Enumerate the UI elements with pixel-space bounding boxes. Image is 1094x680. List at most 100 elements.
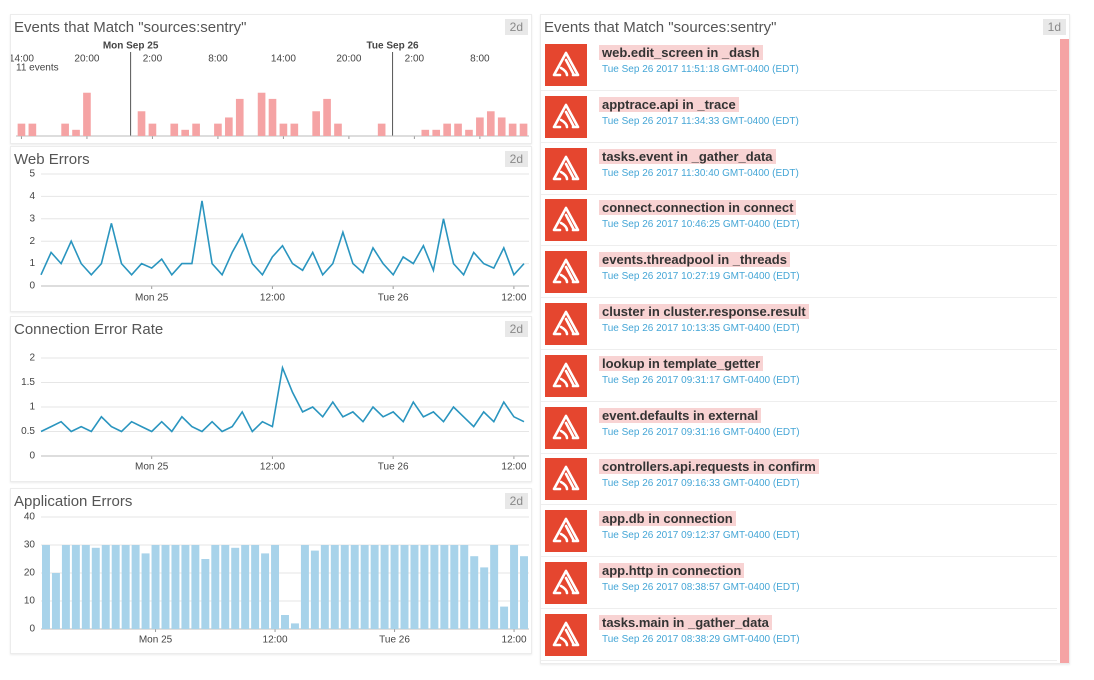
x-tick-label: 12:00 — [501, 462, 526, 473]
chart: 0 10 20 30 40 Mon 25 12:00 Tue 26 12:00 — [24, 512, 529, 646]
y-tick-label: 0 — [29, 624, 35, 635]
x-tick-label: 2:00 — [405, 54, 425, 65]
bar — [310, 550, 319, 629]
line — [40, 200, 525, 277]
y-tick-label: 30 — [24, 540, 36, 551]
bar — [28, 123, 37, 136]
event-row[interactable]: tasks.main in _gather_data Tue Sep 26 201… — [541, 609, 1057, 661]
bar — [279, 123, 288, 136]
event-row[interactable]: tasks.event in _gather_data Tue Sep 26 20… — [541, 143, 1057, 195]
y-tick-label: 1.5 — [21, 377, 35, 388]
y-tick-label: 1 — [29, 258, 35, 269]
event-title[interactable]: tasks.event in _gather_data — [599, 148, 776, 164]
time-badge[interactable]: 2d — [504, 151, 528, 167]
bar — [201, 559, 210, 629]
bar — [510, 545, 519, 629]
time-badge[interactable]: 1d — [1042, 19, 1066, 35]
event-row[interactable]: apptrace.api in _trace Tue Sep 26 2017 11… — [541, 91, 1057, 143]
bar — [500, 606, 509, 629]
event-row[interactable]: lookup in template_getter Tue Sep 26 2017… — [541, 350, 1057, 402]
bar — [61, 545, 70, 629]
x-tick-label: 8:00 — [470, 54, 490, 65]
event-icon — [545, 147, 587, 190]
event-row[interactable]: connect.connection in connect Tue Sep 26 … — [541, 194, 1057, 247]
time-badge[interactable]: 2d — [504, 493, 528, 509]
panel: 0 10 20 30 40 Mon 25 12:00 Tue 26 12:00 Applicat… — [10, 488, 532, 654]
event-time: Tue Sep 26 2017 10:46:25 GMT-0400 (EDT) — [602, 219, 800, 231]
panel-title: Application Errors — [14, 493, 133, 510]
x-tick-label: 12:00 — [263, 635, 288, 646]
chart: 0 1 2 3 4 5 Mon 25 12:00 Tue 26 12:00 — [29, 169, 529, 304]
event-title[interactable]: web.edit_screen in _dash — [599, 45, 763, 60]
bar — [334, 123, 342, 136]
bar — [432, 129, 441, 136]
y-tick-label: 0 — [29, 451, 35, 462]
event-icon — [545, 199, 587, 242]
y-tick-label: 10 — [24, 596, 36, 607]
time-badge[interactable]: 2d — [504, 19, 528, 35]
bar — [410, 545, 419, 629]
event-row[interactable]: app.db in connection Tue Sep 26 2017 09:1… — [541, 505, 1057, 558]
bar — [320, 545, 329, 629]
event-title[interactable]: apptrace.api in _trace — [599, 96, 739, 112]
x-tick-label: 20:00 — [336, 54, 361, 65]
event-icon — [545, 303, 587, 345]
sentry-icon — [552, 621, 580, 647]
event-title[interactable]: cluster in cluster.response.result — [599, 304, 809, 319]
bar — [17, 123, 26, 136]
event-row[interactable]: event.defaults in external Tue Sep 26 201… — [541, 402, 1057, 454]
bar — [490, 545, 499, 629]
bar — [370, 545, 379, 629]
panel: 0 0.5 1 1.5 2 Mon 25 12:00 Tue 26 12:00 Connecti… — [10, 316, 532, 482]
bar — [131, 545, 140, 629]
bar — [111, 545, 120, 629]
bar — [241, 545, 250, 629]
event-time: Tue Sep 26 2017 10:13:35 GMT-0400 (EDT) — [602, 323, 800, 334]
bar — [460, 545, 469, 629]
bar — [497, 117, 506, 136]
bar — [51, 573, 60, 629]
event-row[interactable]: cluster in cluster.response.result Tue Se… — [541, 298, 1057, 350]
bar — [508, 123, 517, 136]
bar — [261, 553, 270, 629]
bar — [72, 129, 80, 136]
day-marker-label: Mon Sep 25 — [103, 41, 159, 52]
bar — [211, 545, 220, 629]
bar — [443, 123, 451, 136]
bar — [519, 123, 528, 136]
sentry-icon — [552, 207, 580, 232]
y-tick-label: 3 — [29, 213, 35, 224]
panel-title: Web Errors — [14, 151, 90, 168]
time-badge[interactable]: 2d — [504, 321, 528, 337]
event-title[interactable]: tasks.main in _gather_data — [599, 614, 772, 630]
panel-title: Events that Match "sources:sentry" — [14, 19, 247, 36]
bar — [192, 123, 200, 136]
event-icon — [545, 95, 587, 138]
bar — [476, 117, 484, 136]
event-title[interactable]: app.http in connection — [599, 563, 745, 578]
event-title[interactable]: events.threadpool in _threads — [599, 252, 790, 268]
bar — [191, 545, 200, 629]
event-title[interactable]: controllers.api.requests in confirm — [599, 459, 819, 475]
event-row[interactable]: events.threadpool in _threads Tue Sep 26 … — [541, 246, 1057, 299]
sentry-icon — [552, 466, 580, 491]
event-row[interactable]: app.http in connection Tue Sep 26 2017 08… — [541, 557, 1057, 609]
bar — [151, 545, 160, 629]
event-title[interactable]: lookup in template_getter — [599, 355, 764, 371]
bar — [170, 123, 179, 136]
event-time: Tue Sep 26 2017 08:38:29 GMT-0400 (EDT) — [602, 633, 800, 645]
sentry-icon — [552, 258, 580, 284]
event-title[interactable]: app.db in connection — [599, 511, 736, 527]
x-tick-label: 12:00 — [502, 635, 527, 646]
event-title[interactable]: connect.connection in connect — [599, 200, 797, 216]
chart: 0 0.5 1 1.5 2 Mon 25 12:00 Tue 26 12:00 — [21, 353, 529, 473]
event-title[interactable]: event.defaults in external — [599, 407, 762, 423]
bar — [360, 545, 369, 629]
x-tick-label: Tue 26 — [378, 462, 409, 473]
bar — [251, 545, 260, 629]
bar — [340, 545, 349, 629]
event-row[interactable]: web.edit_screen in _dash Tue Sep 26 2017 … — [541, 39, 1057, 91]
event-row[interactable]: controllers.api.requests in confirm Tue S… — [541, 453, 1057, 506]
bar — [225, 117, 233, 136]
